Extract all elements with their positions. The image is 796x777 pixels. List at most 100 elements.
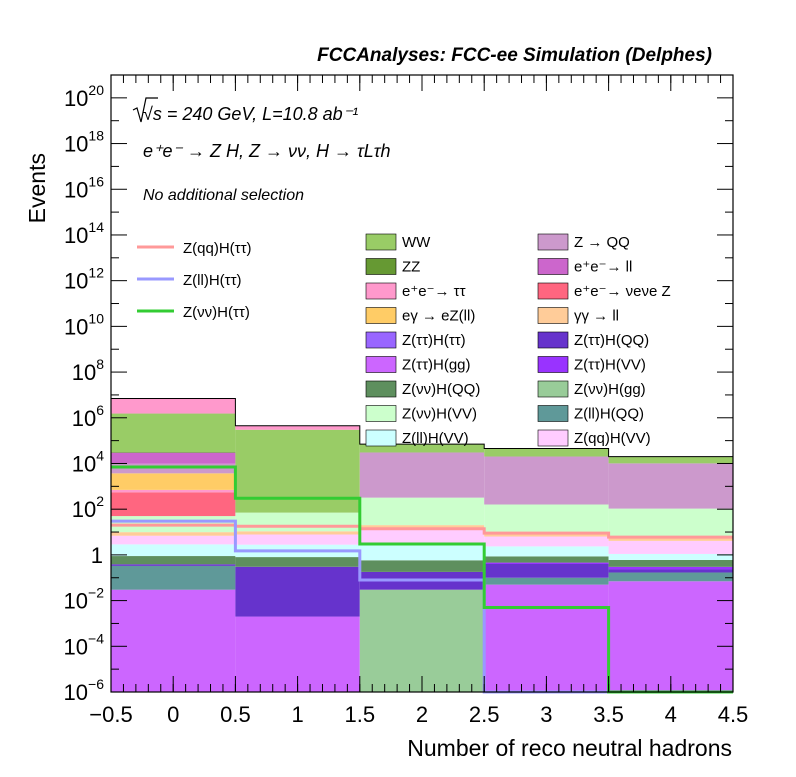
bar-segment — [359, 560, 485, 572]
bar-segment — [484, 448, 609, 457]
bar-segment — [111, 413, 236, 453]
y-tick-label: 10−2 — [64, 585, 105, 614]
legend-label: Z(ll)H(VV) — [402, 430, 469, 447]
bar-segment — [111, 544, 236, 557]
legend-swatch — [537, 405, 569, 422]
x-tick-label: 2 — [416, 702, 428, 727]
bar-segment — [608, 456, 733, 464]
legend-label: Z(ττ)H(QQ) — [574, 332, 649, 349]
legend-label: Z(ττ)H(gg) — [402, 357, 471, 374]
y-tick-label: 104 — [72, 447, 104, 476]
legend-label: Z → QQ — [574, 234, 630, 251]
legend-label: e⁺e⁻→ νeνe Z — [574, 283, 671, 300]
bar-segment — [359, 527, 485, 544]
x-tick-label: 1 — [291, 702, 303, 727]
y-tick-label: 10−6 — [64, 676, 105, 705]
bar-segment — [111, 564, 236, 566]
legend-signal-label: Z(νν)H(ττ) — [183, 304, 250, 321]
bar-segment — [111, 556, 236, 565]
x-tick-label: 2.5 — [469, 702, 500, 727]
legend-swatch — [537, 380, 569, 398]
stack-outline — [111, 397, 733, 458]
legend-label: Z(νν)H(gg) — [574, 381, 646, 398]
bars-layer — [111, 397, 733, 692]
y-tick-label: 1018 — [64, 128, 104, 157]
legend-swatch — [537, 258, 569, 275]
bar-segment — [111, 532, 236, 536]
x-axis-title: Number of reco neutral hadrons — [407, 735, 732, 761]
bar-segment — [608, 508, 733, 537]
y-tick-label: 1012 — [64, 265, 104, 294]
bar-segment — [111, 589, 236, 692]
y-tick-label: 108 — [72, 356, 104, 385]
bar-segment — [608, 559, 733, 567]
y-axis-title: Events — [24, 153, 50, 223]
x-tick-label: 3.5 — [593, 702, 624, 727]
bar-segment — [111, 565, 236, 590]
legend-swatch — [537, 356, 569, 373]
annotation-selection: No additional selection — [143, 187, 304, 204]
chart-title: FCCAnalyses: FCC-ee Simulation (Delphes) — [317, 45, 712, 66]
bar-segment — [111, 452, 236, 464]
legend-label: γγ → ll — [574, 308, 619, 325]
bar-segment — [359, 444, 485, 453]
legend-swatch — [365, 282, 397, 300]
legend-swatch — [365, 233, 397, 251]
bar-segment — [235, 566, 360, 617]
y-tick-label: 106 — [72, 402, 104, 431]
bar-segment — [608, 581, 733, 692]
x-tick-label: 0 — [167, 702, 179, 727]
x-tick-label: 4.5 — [718, 702, 749, 727]
bar-segment — [608, 553, 733, 560]
axes-layer: −0.5 0 0.5 1 1.5 2 2.5 3 3.5 4 4.5 10−6 10−4 10−2 1 102… — [64, 74, 749, 727]
bar-segment — [608, 536, 733, 541]
legend-swatch — [537, 429, 569, 447]
x-tick-label: −0.5 — [89, 702, 132, 727]
sqrt-symbol — [132, 97, 158, 123]
legend-label: Z(qq)H(VV) — [574, 430, 651, 447]
bar-segment — [111, 463, 236, 474]
bar-segment — [484, 584, 609, 692]
legend-signal-label: Z(ll)H(ττ) — [183, 272, 242, 289]
bar-segment — [359, 525, 485, 528]
legend-label: WW — [402, 234, 431, 251]
legend-label: Z(ττ)H(ττ) — [402, 332, 466, 349]
legend-swatch — [537, 233, 569, 251]
legend-label: Z(ττ)H(VV) — [574, 357, 646, 374]
legend-swatch — [537, 331, 569, 349]
bar-segment — [111, 398, 236, 414]
bar-segment — [484, 546, 609, 557]
bar-segment — [484, 563, 609, 578]
bar-segment — [484, 577, 609, 585]
legend-label: eγ → eZ(ll) — [402, 308, 475, 325]
x-tick-label: 0.5 — [220, 702, 251, 727]
bar-segment — [484, 456, 609, 505]
signal-line — [111, 465, 733, 694]
x-tick-label: 1.5 — [345, 702, 376, 727]
x-tick-label: 4 — [665, 702, 677, 727]
bar-segment — [608, 572, 733, 582]
annotation-layer: √s = 240 GeV, L=10.8 ab⁻¹ e⁺e⁻ → Z H, Z →… — [132, 97, 391, 204]
legend-signal-label: Z(qq)H(ττ) — [183, 240, 252, 257]
legend-label: Z(ll)H(QQ) — [574, 406, 644, 423]
bar-segment — [111, 489, 236, 493]
bar-segment — [111, 452, 236, 453]
y-tick-label: 1014 — [64, 219, 104, 248]
legend-swatch — [365, 331, 397, 349]
y-tick-label: 1016 — [64, 173, 104, 202]
legend-swatch — [365, 405, 397, 422]
legend-swatch — [365, 258, 397, 275]
bar-segment — [608, 540, 733, 554]
legend-label: e⁺e⁻→ ττ — [402, 283, 466, 300]
y-tick-label: 10−4 — [64, 630, 105, 659]
bar-segment — [359, 497, 485, 526]
legend-swatch — [365, 356, 397, 373]
legend-label: e⁺e⁻→ ll — [574, 259, 632, 276]
bar-segment — [111, 535, 236, 545]
bar-segment — [608, 566, 733, 570]
bar-segment — [484, 536, 609, 547]
y-tick-label: 102 — [72, 493, 104, 522]
y-tick-label: 1 — [91, 543, 103, 568]
